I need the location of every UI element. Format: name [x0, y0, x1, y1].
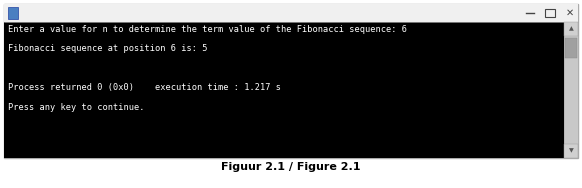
Text: Fibonacci sequence at position 6 is: 5: Fibonacci sequence at position 6 is: 5: [8, 44, 208, 53]
Bar: [4, 4, 578, 158]
Text: ▼: ▼: [569, 149, 573, 153]
Bar: [564, 22, 578, 158]
Text: Press any key to continue.: Press any key to continue.: [8, 103, 144, 112]
Text: ✕: ✕: [566, 8, 574, 18]
Text: ▲: ▲: [569, 27, 573, 32]
Bar: [565, 38, 577, 58]
Bar: [4, 4, 578, 22]
Text: Enter a value for n to determine the term value of the Fibonacci sequence: 6: Enter a value for n to determine the ter…: [8, 25, 407, 34]
Bar: [8, 7, 18, 19]
Bar: [564, 22, 578, 36]
Bar: [545, 9, 555, 17]
Text: Process returned 0 (0x0)    execution time : 1.217 s: Process returned 0 (0x0) execution time …: [8, 83, 281, 92]
Bar: [4, 22, 564, 158]
Text: Figuur 2.1 / Figure 2.1: Figuur 2.1 / Figure 2.1: [221, 162, 361, 172]
Bar: [564, 144, 578, 158]
